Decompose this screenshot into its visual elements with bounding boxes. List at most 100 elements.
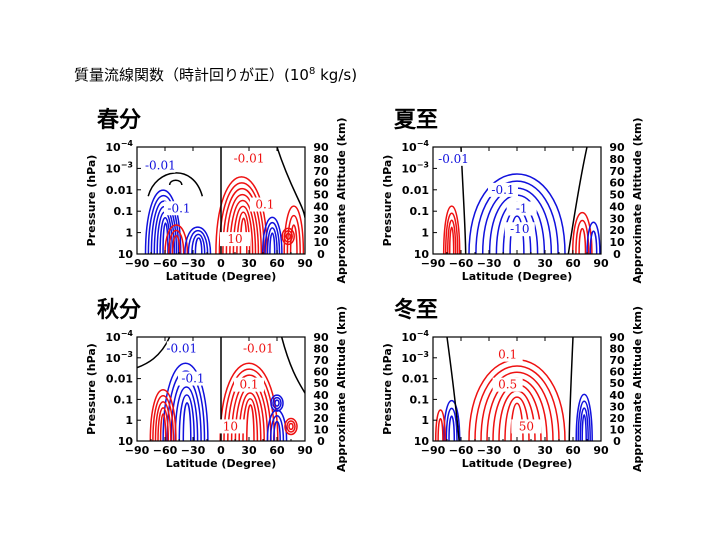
winter-xlabel: Latitude (Degree): [462, 457, 573, 470]
season-label-autumn-equinox: 秋分: [97, 298, 142, 323]
autumn-north-cell-contour-0: [219, 362, 279, 441]
winter-ytick-label-3: 0.1: [410, 393, 430, 406]
autumn-south-cell-contour-5: [182, 402, 192, 441]
autumn-ytick-label-4: 1: [125, 414, 133, 427]
winter-y2tick-label-0: 90: [609, 331, 625, 344]
winter-ytick-exp-1: −3: [417, 350, 429, 359]
autumn-south-pos-contour-4: [159, 413, 167, 441]
spring-y2tick-label-3: 60: [313, 177, 329, 190]
summer-contour-label-bg-1: [488, 182, 518, 197]
spring-ytick-label-3: 0.1: [114, 205, 134, 218]
autumn-xtick-label-6: 90: [297, 444, 313, 457]
winter-y2tick-label-3: 60: [609, 366, 625, 379]
autumn-contour-label-bg-1: [178, 371, 208, 386]
summer-xtick-label-1: −60: [449, 257, 474, 270]
title-main: 質量流線関数（時計回りが正）: [74, 66, 285, 84]
spring-north-neg-contour-0: [261, 216, 283, 254]
spring-south-pos-cell-contour-0: [164, 224, 189, 254]
winter-y2tick-label-6: 30: [609, 400, 625, 413]
autumn-plot-area: [137, 337, 305, 441]
summer-ytick-exp-0: −4: [417, 139, 430, 148]
spring-zero-line-south: [147, 172, 204, 197]
autumn-y2tick-label-8: 10: [313, 423, 329, 436]
spring-ytick-label-0: 10−4: [105, 139, 133, 154]
summer-south-pos-contour-3: [448, 226, 455, 254]
spring-contour-label-1: -0.1: [167, 201, 190, 215]
spring-xtick-label-0: −90: [125, 257, 150, 270]
spring-y2tick-label-1: 80: [313, 153, 329, 166]
summer-y2tick-label-6: 30: [609, 212, 625, 225]
winter-polar-pos-contour-1: [437, 418, 444, 441]
spring-north-cell-contour-0: [215, 176, 268, 254]
spring-north-neg-contour-1: [264, 221, 281, 254]
winter-y2tick-label-9: 0: [613, 435, 621, 448]
spring-contour-label-0: -0.01: [145, 159, 176, 173]
spring-mid-neg-contour-2: [191, 233, 206, 254]
summer-winter-cell-contour-1: [475, 180, 559, 254]
autumn-y2tick-label-0: 90: [313, 331, 329, 344]
autumn-spiral-b-ring-2: [284, 417, 298, 436]
summer-north-pos-contour-2: [578, 228, 587, 254]
spring-south-pos-cell-contour-2: [171, 234, 181, 254]
spring-y2tick-label-0: 90: [313, 141, 329, 154]
spring-ytick-label-1: 10−3: [105, 160, 133, 175]
winter-ytick-label-4: 1: [421, 414, 429, 427]
winter-contour-label-bg-1: [492, 377, 523, 392]
summer-xtick-label-0: −90: [421, 257, 446, 270]
summer-y2tick-label-4: 50: [609, 189, 625, 202]
autumn-ytick-exp-1: −3: [121, 350, 133, 359]
summer-south-pos-contour-1: [444, 212, 459, 254]
autumn-south-pos-contour-2: [154, 401, 172, 441]
autumn-xtick-label-2: −30: [181, 444, 206, 457]
winter-ytick-label-0: 10−4: [401, 329, 429, 344]
autumn-south-cell-contour-4: [178, 394, 195, 441]
spring-y2tick-label-9: 0: [317, 248, 325, 261]
autumn-y2tick-label-3: 60: [313, 366, 329, 379]
spring-mid-neg-contour-0: [184, 226, 212, 254]
spring-contour-label-bg-3: [249, 197, 280, 212]
summer-xlabel: Latitude (Degree): [462, 270, 573, 283]
summer-y2tick-label-0: 90: [609, 141, 625, 154]
summer-polar-neg-contour-1: [589, 230, 598, 254]
spring-xtick-label-2: −30: [181, 257, 206, 270]
spring-xtick-label-1: −60: [153, 257, 178, 270]
spring-contour-label-bg-0: [145, 158, 176, 173]
spring-spiral-ring-1: [283, 230, 293, 243]
summer-ytick-label-3: 0.1: [410, 205, 430, 218]
spring-axes: −90 −60 −30 0 30 60 90 Latitude (Degree) 10−4 10−…: [85, 118, 348, 284]
summer-contour-label-1: -0.1: [491, 183, 514, 197]
spring-ylabel: Pressure (hPa): [85, 155, 98, 247]
spring-y2tick-label-6: 30: [313, 212, 329, 225]
winter-xtick-label-6: 90: [593, 444, 609, 457]
spring-spiral-ring-2: [281, 227, 295, 246]
autumn-y2tick-label-6: 30: [313, 400, 329, 413]
season-label-spring-equinox: 春分: [97, 108, 142, 133]
summer-y2label: Approximate Altitude (km): [631, 118, 644, 284]
spring-xlabel: Latitude (Degree): [166, 270, 277, 283]
autumn-south-cell-contour-0: [162, 362, 209, 441]
spring-ytick-exp-1: −3: [121, 160, 133, 169]
autumn-xlabel: Latitude (Degree): [166, 457, 277, 470]
winter-xtick-label-4: 30: [537, 444, 553, 457]
summer-contour-label-0: -0.01: [438, 152, 469, 166]
winter-summer-cell-contour-2: [480, 371, 554, 441]
summer-south-pos-contour-0: [442, 205, 461, 254]
spring-contour-label-bg-1: [164, 201, 194, 216]
winter-north-neg-contour-0: [575, 393, 593, 441]
summer-ytick-label-5: 10: [414, 248, 430, 261]
winter-y2tick-label-7: 20: [609, 412, 625, 425]
spring-south-cell-contour-2: [150, 200, 178, 254]
spring-xtick-label-5: 60: [269, 257, 285, 270]
autumn-ytick-label-5: 10: [118, 435, 134, 448]
summer-xtick-label-2: −30: [477, 257, 502, 270]
slide-title: 質量流線関数（時計回りが正）(108 kg/s): [74, 64, 357, 85]
autumn-contour-label-4: 10: [223, 419, 238, 433]
summer-contours: [442, 147, 601, 254]
autumn-y2tick-label-2: 70: [313, 354, 329, 367]
title-unit-suffix: kg/s): [315, 66, 358, 84]
summer-y2tick-label-7: 20: [609, 224, 625, 237]
summer-y2tick-label-8: 10: [609, 236, 625, 249]
winter-y2tick-label-5: 40: [609, 389, 625, 402]
summer-south-pos-contour-2: [446, 219, 457, 254]
